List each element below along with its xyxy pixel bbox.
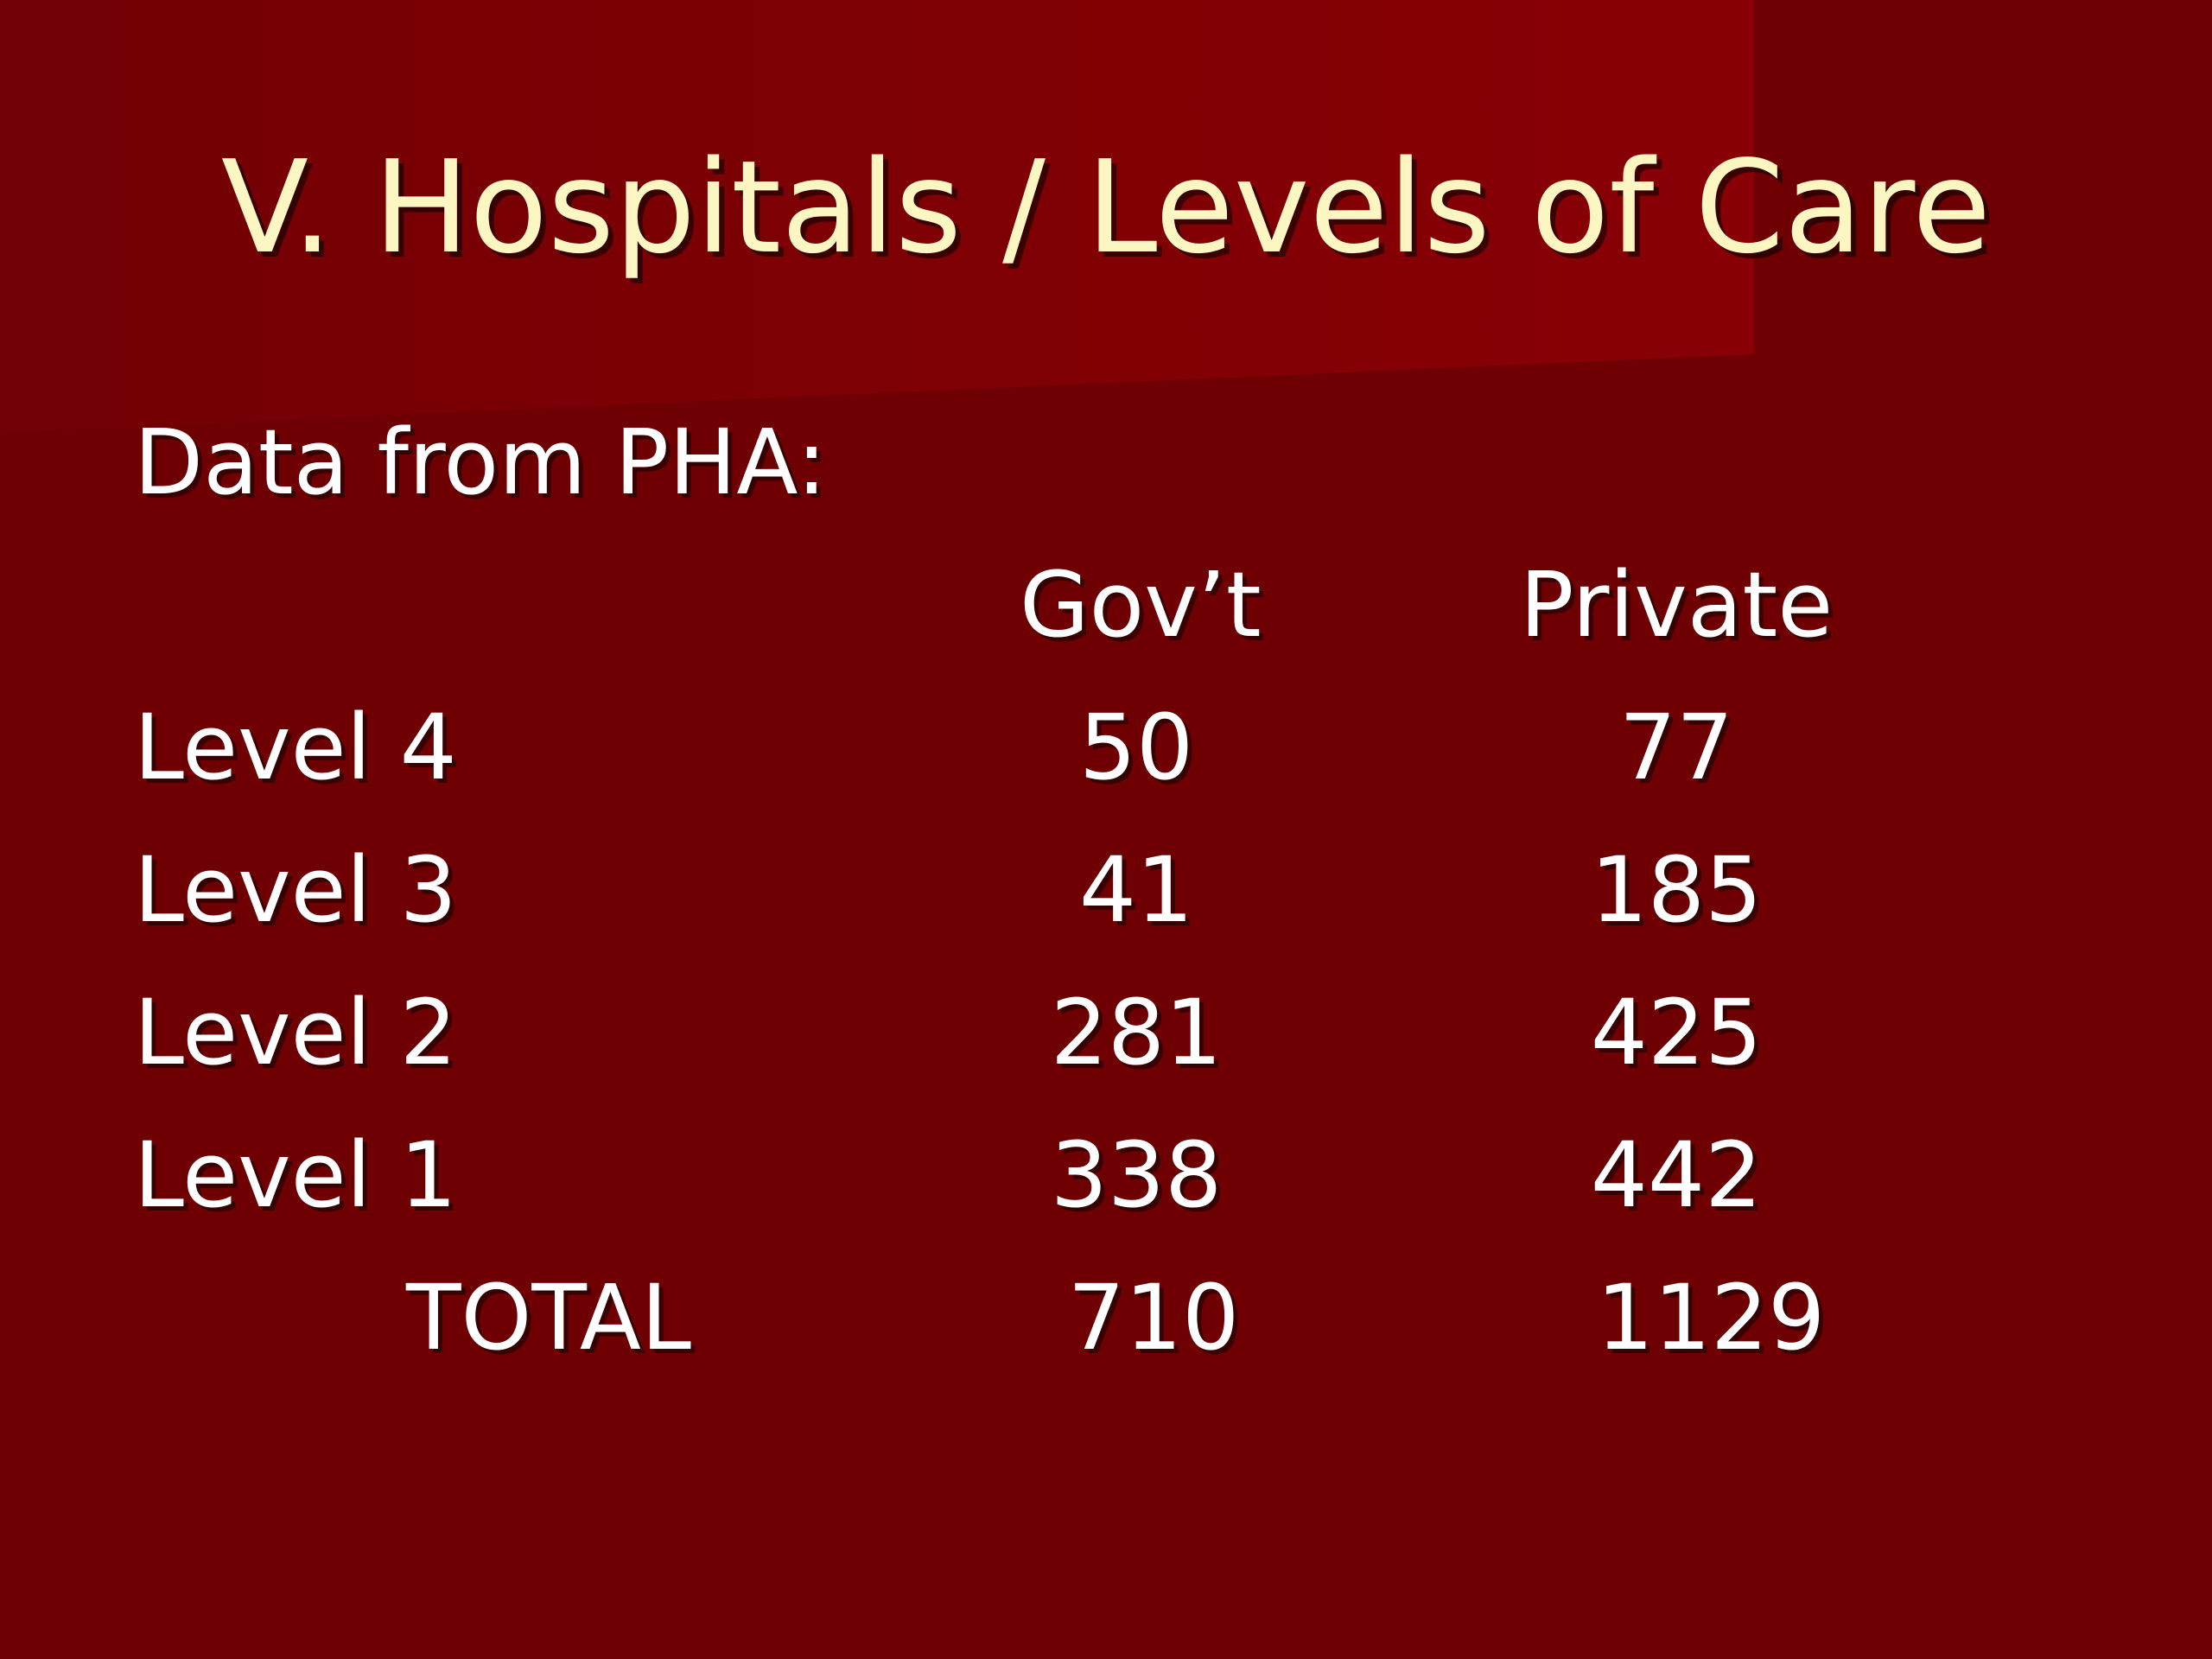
total-label: TOTAL: [406, 1265, 691, 1370]
private-value: 77: [1618, 695, 1734, 800]
row-label: Level 4: [134, 695, 457, 800]
gov-value: 338: [1050, 1122, 1223, 1228]
slide-title: V. Hospitals / Levels of Care: [220, 133, 1992, 282]
header-private: Private: [1519, 552, 1834, 658]
row-label: Level 3: [134, 837, 457, 943]
row-label: Level 1: [134, 1122, 457, 1228]
row-label: Level 2: [134, 980, 457, 1085]
header-gov: Gov’t: [1020, 552, 1262, 658]
background-panel: [0, 0, 1754, 432]
total-gov-value: 710: [1067, 1265, 1240, 1370]
gov-value: 281: [1050, 980, 1223, 1085]
private-value: 425: [1590, 980, 1763, 1085]
intro-text: Data from PHA:: [134, 410, 827, 515]
gov-value: 41: [1078, 837, 1194, 943]
private-value: 442: [1590, 1122, 1763, 1228]
total-private-value: 1129: [1596, 1265, 1826, 1370]
gov-value: 50: [1078, 695, 1194, 800]
private-value: 185: [1590, 837, 1763, 943]
